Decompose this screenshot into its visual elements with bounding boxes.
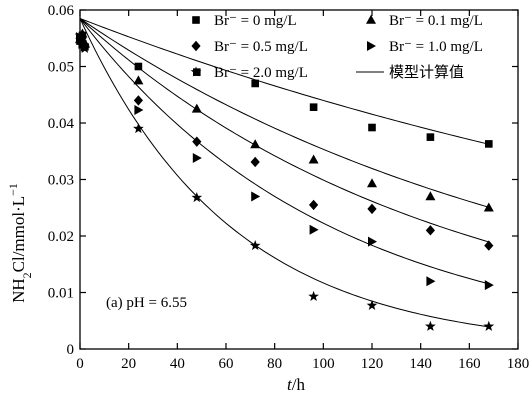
data-point-star — [425, 320, 436, 331]
y-tick-label: 0 — [67, 342, 75, 358]
data-point-triangle — [483, 202, 494, 212]
data-point-star — [77, 39, 88, 50]
data-point-star — [249, 240, 261, 251]
data-point-star — [366, 299, 378, 311]
x-tick-label: 20 — [121, 356, 136, 372]
x-tick-label: 80 — [267, 356, 282, 372]
data-point-triangle — [425, 191, 436, 201]
ph-annotation: (a) pH = 6.55 — [106, 295, 187, 311]
y-axis-label: NH2Cl/mmol·L−1 — [6, 183, 34, 303]
data-point-diamond — [133, 95, 143, 106]
y-tick-label: 0.03 — [48, 173, 74, 189]
legend-marker-star — [190, 66, 202, 77]
legend-marker-triangle-right — [367, 41, 376, 51]
data-point-diamond — [425, 225, 435, 236]
y-tick-label: 0.04 — [48, 116, 75, 132]
legend-marker-diamond — [191, 40, 201, 52]
legend-label: Br⁻ = 2.0 mg/L — [214, 65, 308, 81]
data-point-square — [426, 133, 435, 141]
y-axis-label-part: −1 — [6, 183, 20, 196]
legend-label: 模型计算值 — [389, 63, 464, 81]
axis-ticks: 0 20 40 60 80 100 120 140 160 180 0 0.01 0.02 0.03 0.0… — [48, 3, 530, 372]
x-tick-label: 160 — [458, 356, 481, 372]
data-point-star — [79, 42, 91, 53]
fit-curve — [79, 18, 489, 208]
data-point-triangle — [191, 103, 202, 113]
fit-curve — [79, 18, 489, 285]
x-tick-label: 120 — [361, 356, 384, 372]
data-point-triangle — [250, 139, 261, 149]
y-tick-label: 0.06 — [48, 3, 75, 19]
data-point-triangle — [367, 178, 377, 188]
x-axis-label-variable: t — [287, 375, 293, 394]
x-tick-label: 140 — [409, 356, 432, 372]
data-point-diamond — [309, 199, 319, 211]
data-point-square — [134, 62, 143, 71]
legend: Br⁻ = 0 mg/L Br⁻ = 0.1 mg/L Br⁻ = 0.5 mg/L… — [190, 13, 483, 81]
fit-curves — [79, 18, 489, 328]
data-point-triangle-right — [134, 105, 144, 116]
data-point-star — [133, 123, 144, 134]
y-tick-label: 0.01 — [48, 286, 74, 302]
data-point-square — [309, 103, 318, 111]
legend-label: Br⁻ = 0 mg/L — [214, 13, 297, 29]
x-tick-label: 0 — [76, 356, 84, 372]
data-point-triangle — [133, 75, 144, 85]
x-tick-label: 180 — [507, 356, 530, 372]
y-tick-label: 0.02 — [48, 229, 74, 245]
data-point-star — [308, 290, 319, 301]
y-axis-label-part: Cl/mmol·L — [9, 196, 28, 273]
data-point-star — [191, 191, 203, 203]
x-tick-label: 60 — [219, 356, 234, 372]
y-axis-label-part: 2 — [20, 272, 34, 278]
fit-curve — [79, 18, 489, 243]
data-point-triangle-right — [192, 153, 202, 164]
data-point-triangle-right — [484, 280, 494, 291]
fit-curve — [79, 18, 489, 328]
x-axis-label-unit: /h — [292, 375, 306, 394]
data-point-triangle-right — [426, 276, 436, 287]
fit-curve — [79, 18, 489, 145]
x-tick-label: 40 — [170, 356, 185, 372]
data-point-triangle — [308, 154, 319, 164]
data-point-square — [485, 140, 493, 148]
data-point-triangle-right — [251, 191, 261, 202]
legend-label: Br⁻ = 0.5 mg/L — [214, 39, 308, 55]
data-point-diamond — [484, 240, 494, 251]
data-point-diamond — [192, 136, 202, 147]
legend-label: Br⁻ = 0.1 mg/L — [389, 13, 483, 29]
legend-marker-square — [192, 16, 200, 24]
x-axis-label: t/h — [287, 375, 305, 394]
data-point-square — [368, 123, 376, 132]
legend-label: Br⁻ = 1.0 mg/L — [389, 39, 483, 55]
y-axis-label-part: NH — [9, 278, 28, 303]
data-point-diamond — [367, 203, 377, 215]
data-point-square — [251, 79, 259, 88]
y-tick-label: 0.05 — [48, 60, 74, 76]
data-point-star — [483, 320, 495, 331]
data-point-triangle-right — [368, 236, 377, 247]
legend-marker-triangle — [366, 14, 376, 24]
x-tick-label: 100 — [312, 356, 335, 372]
data-point-diamond — [250, 156, 260, 168]
data-point-triangle-right — [309, 224, 319, 235]
